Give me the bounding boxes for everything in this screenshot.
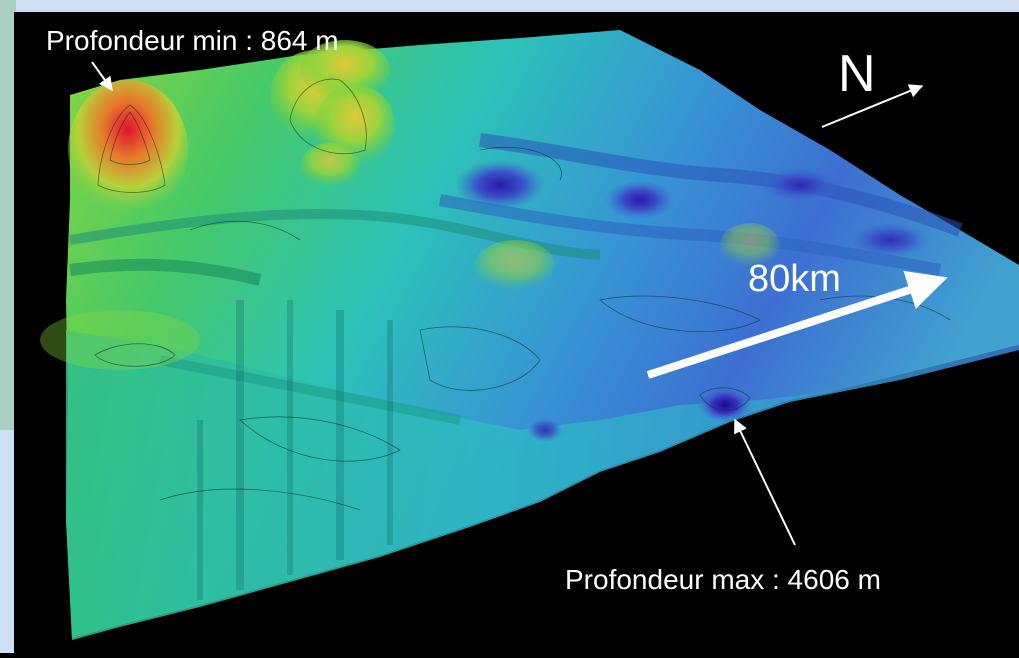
seafloor-front bbox=[66, 330, 1019, 640]
max-depth-label: Profondeur max : 4606 m bbox=[565, 564, 881, 595]
frame-top bbox=[0, 0, 1019, 12]
hill bbox=[300, 143, 360, 187]
scale-label: 80km bbox=[748, 258, 841, 300]
basin bbox=[527, 418, 563, 442]
basin bbox=[760, 167, 840, 203]
min-depth-label: Profondeur min : 864 m bbox=[46, 25, 339, 56]
north-label: N bbox=[838, 45, 876, 103]
basin bbox=[850, 222, 930, 258]
hill bbox=[720, 223, 780, 267]
terrain-streaks bbox=[197, 300, 393, 600]
pit-max-depth bbox=[697, 387, 753, 423]
basin bbox=[455, 160, 545, 210]
pointer-arrow-icon bbox=[91, 61, 113, 92]
map-edge bbox=[0, 0, 16, 430]
pointer-arrow-icon bbox=[734, 418, 796, 546]
north-arrow-icon bbox=[821, 84, 924, 128]
plateau bbox=[40, 310, 200, 370]
hill bbox=[475, 240, 555, 290]
hill bbox=[300, 40, 390, 100]
scale-arrow-icon bbox=[646, 270, 948, 379]
basin bbox=[605, 180, 675, 220]
peak-min-depth bbox=[68, 80, 188, 220]
